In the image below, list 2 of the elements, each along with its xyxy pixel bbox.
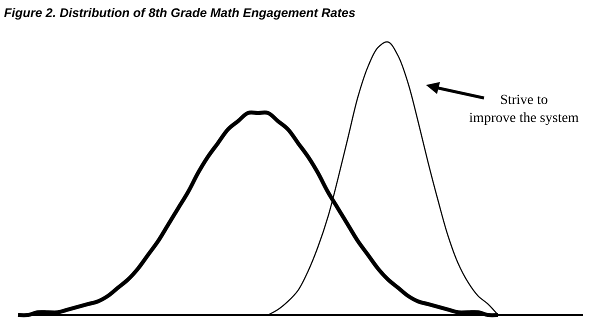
annotation: Strive to improve the system	[469, 93, 579, 126]
chart-title: Figure 2. Distribution of 8th Grade Math Engagement Rates	[4, 6, 356, 20]
